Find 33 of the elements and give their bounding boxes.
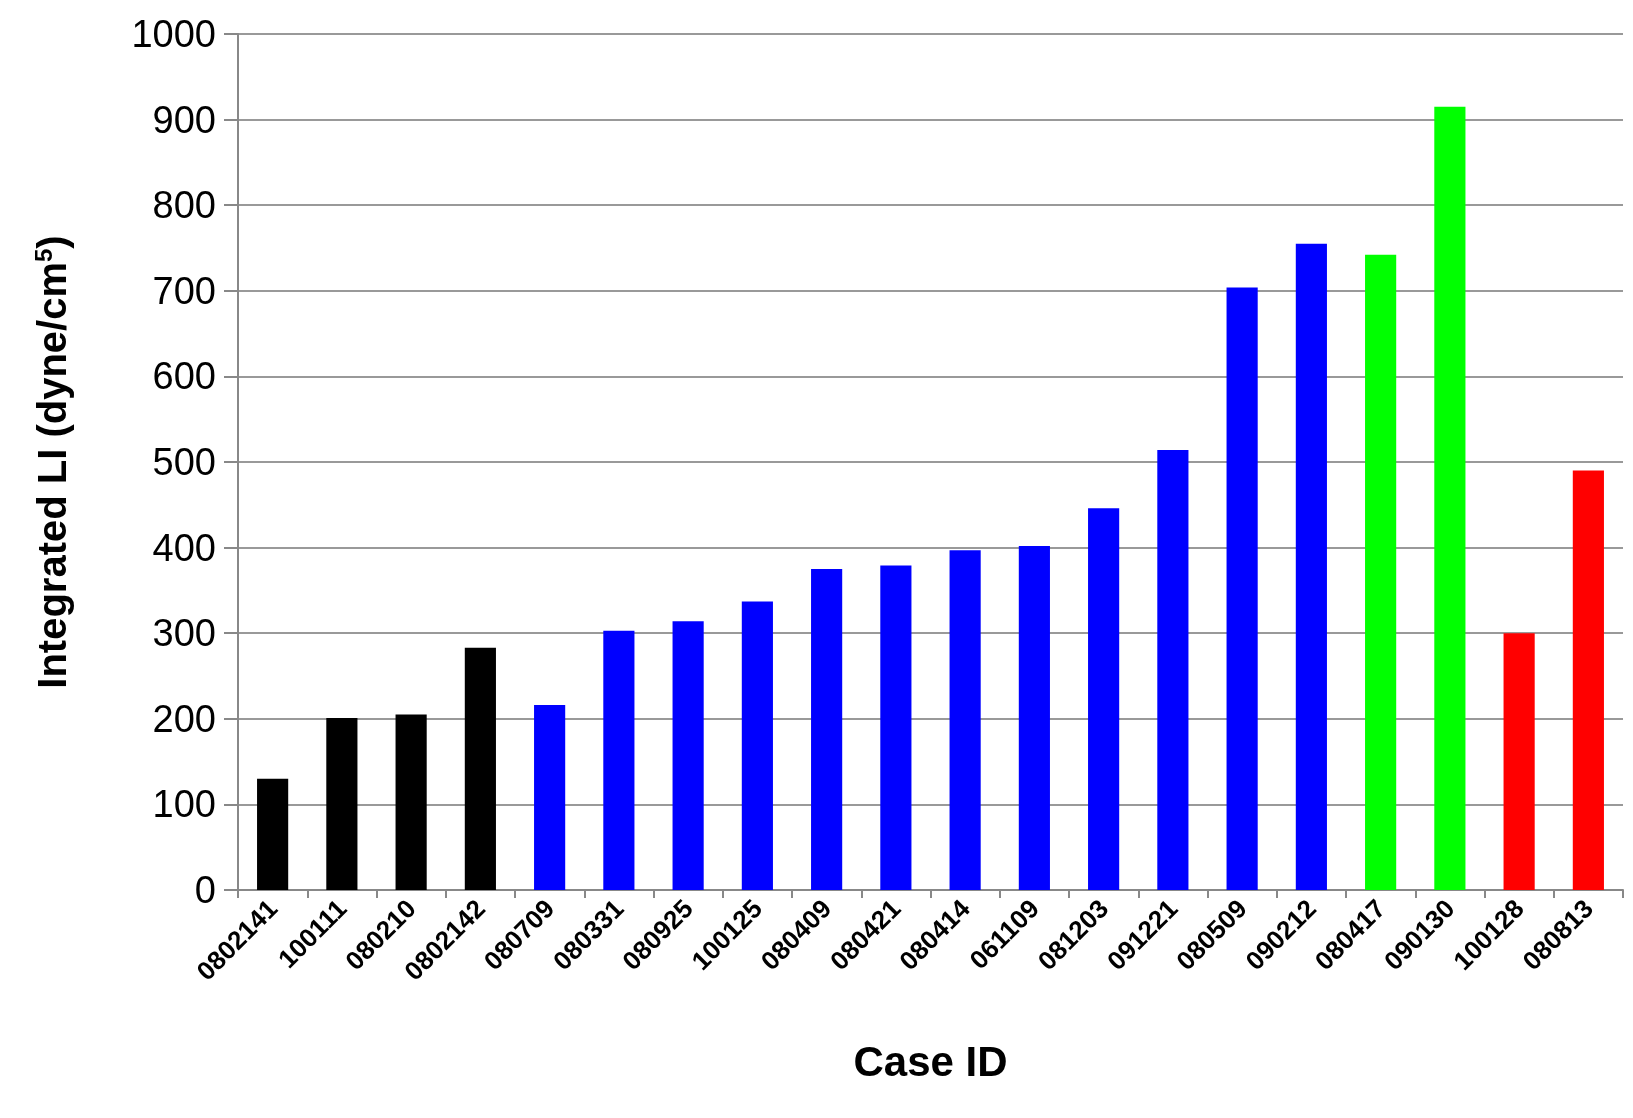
y-axis-title: Integrated LI (dyne/cm5) xyxy=(29,235,74,689)
bar xyxy=(741,601,773,890)
bar xyxy=(1295,243,1327,890)
bar xyxy=(1365,254,1397,890)
bar xyxy=(395,714,427,890)
bar xyxy=(1434,106,1466,890)
bar xyxy=(1157,450,1189,890)
bar xyxy=(603,630,635,890)
y-tick-label: 1000 xyxy=(131,13,216,55)
y-tick-label: 600 xyxy=(152,355,216,398)
bar xyxy=(326,717,358,890)
y-tick-label: 800 xyxy=(152,184,216,227)
bar xyxy=(672,621,704,890)
bar xyxy=(811,569,843,890)
bar xyxy=(1503,633,1535,890)
y-tick-label: 0 xyxy=(194,869,216,911)
bar xyxy=(257,778,289,890)
y-tick-label: 300 xyxy=(152,612,216,655)
bar xyxy=(880,565,912,890)
y-tick-label: 400 xyxy=(152,526,216,569)
bar xyxy=(534,705,566,890)
bar xyxy=(1572,470,1604,890)
bar xyxy=(1018,545,1050,890)
bar xyxy=(949,550,981,890)
y-tick-label: 900 xyxy=(152,98,216,141)
y-tick-label: 500 xyxy=(152,441,216,483)
bar xyxy=(1088,508,1120,890)
y-tick-label: 200 xyxy=(152,697,216,740)
x-axis-title: Case ID xyxy=(853,1037,1008,1085)
bar xyxy=(1226,287,1258,890)
y-tick-label: 700 xyxy=(152,269,216,312)
y-tick-label: 100 xyxy=(152,783,216,826)
bar xyxy=(464,647,496,890)
